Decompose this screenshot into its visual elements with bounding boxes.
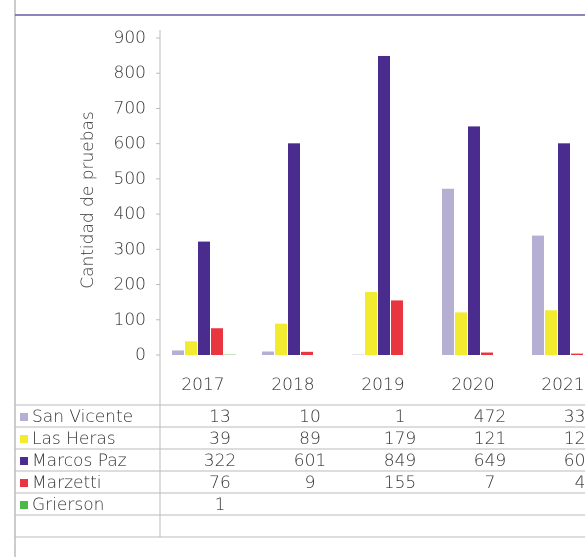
legend-swatch — [20, 457, 28, 465]
table-value: 121 — [474, 429, 506, 449]
bar — [442, 188, 454, 355]
bar — [365, 291, 377, 355]
table-value: 339 — [564, 407, 585, 427]
bar — [532, 235, 544, 355]
bar — [558, 143, 570, 355]
legend-swatch — [20, 479, 28, 487]
bar — [301, 351, 313, 355]
legend-swatch — [20, 413, 28, 421]
y-tick-label: 800 — [114, 63, 146, 83]
y-tick-label: 100 — [114, 310, 146, 330]
y-tick-label: 300 — [114, 239, 146, 259]
table-value: 4 — [575, 473, 585, 493]
legend-label: Marzetti — [32, 473, 102, 493]
table-value: 601 — [294, 451, 326, 471]
table-value: 127 — [564, 429, 585, 449]
bar — [288, 143, 300, 355]
legend-label: Las Heras — [32, 429, 116, 449]
y-axis-label: Cantidad de pruebas — [78, 111, 98, 289]
legend-label: Grierson — [32, 495, 104, 515]
legend-swatch — [20, 435, 28, 443]
bar — [185, 341, 197, 355]
bar — [481, 352, 493, 355]
x-tick-label: 2020 — [451, 375, 494, 395]
legend-swatch — [20, 501, 28, 509]
bar — [391, 300, 403, 355]
bar — [455, 312, 467, 355]
table-value: 39 — [209, 429, 231, 449]
bar — [211, 328, 223, 355]
x-tick-label: 2018 — [271, 375, 314, 395]
table-value: 601 — [564, 451, 585, 471]
y-tick-label: 0 — [135, 345, 146, 365]
legend-label: Marcos Paz — [32, 451, 127, 471]
bar — [275, 323, 287, 355]
bar — [378, 55, 390, 356]
table-value: 89 — [299, 429, 321, 449]
bar — [571, 353, 583, 355]
table-value: 13 — [209, 407, 231, 427]
y-tick-label: 900 — [114, 28, 146, 48]
x-tick-label: 2017 — [181, 375, 224, 395]
table-value: 7 — [485, 473, 496, 493]
bar — [545, 310, 557, 355]
table-value: 849 — [384, 451, 416, 471]
y-tick-label: 500 — [114, 169, 146, 189]
table-value: 10 — [299, 407, 321, 427]
table-value: 649 — [474, 451, 506, 471]
bar — [468, 126, 480, 355]
bar — [172, 350, 184, 355]
y-tick-label: 600 — [114, 134, 146, 154]
x-tick-label: 2019 — [361, 375, 404, 395]
table-value: 76 — [209, 473, 231, 493]
y-tick-label: 400 — [114, 204, 146, 224]
table-value: 155 — [384, 473, 416, 493]
table-value: 1 — [395, 407, 406, 427]
table-value: 322 — [204, 451, 236, 471]
y-tick-label: 700 — [114, 98, 146, 118]
table-value: 1 — [215, 495, 226, 515]
x-tick-label: 2021 — [541, 375, 584, 395]
table-value: 9 — [305, 473, 316, 493]
y-tick-label: 200 — [114, 275, 146, 295]
legend-label: San Vicente — [32, 407, 133, 427]
bar — [262, 351, 274, 355]
bar — [198, 241, 210, 355]
table-value: 179 — [384, 429, 416, 449]
table-value: 472 — [474, 407, 506, 427]
